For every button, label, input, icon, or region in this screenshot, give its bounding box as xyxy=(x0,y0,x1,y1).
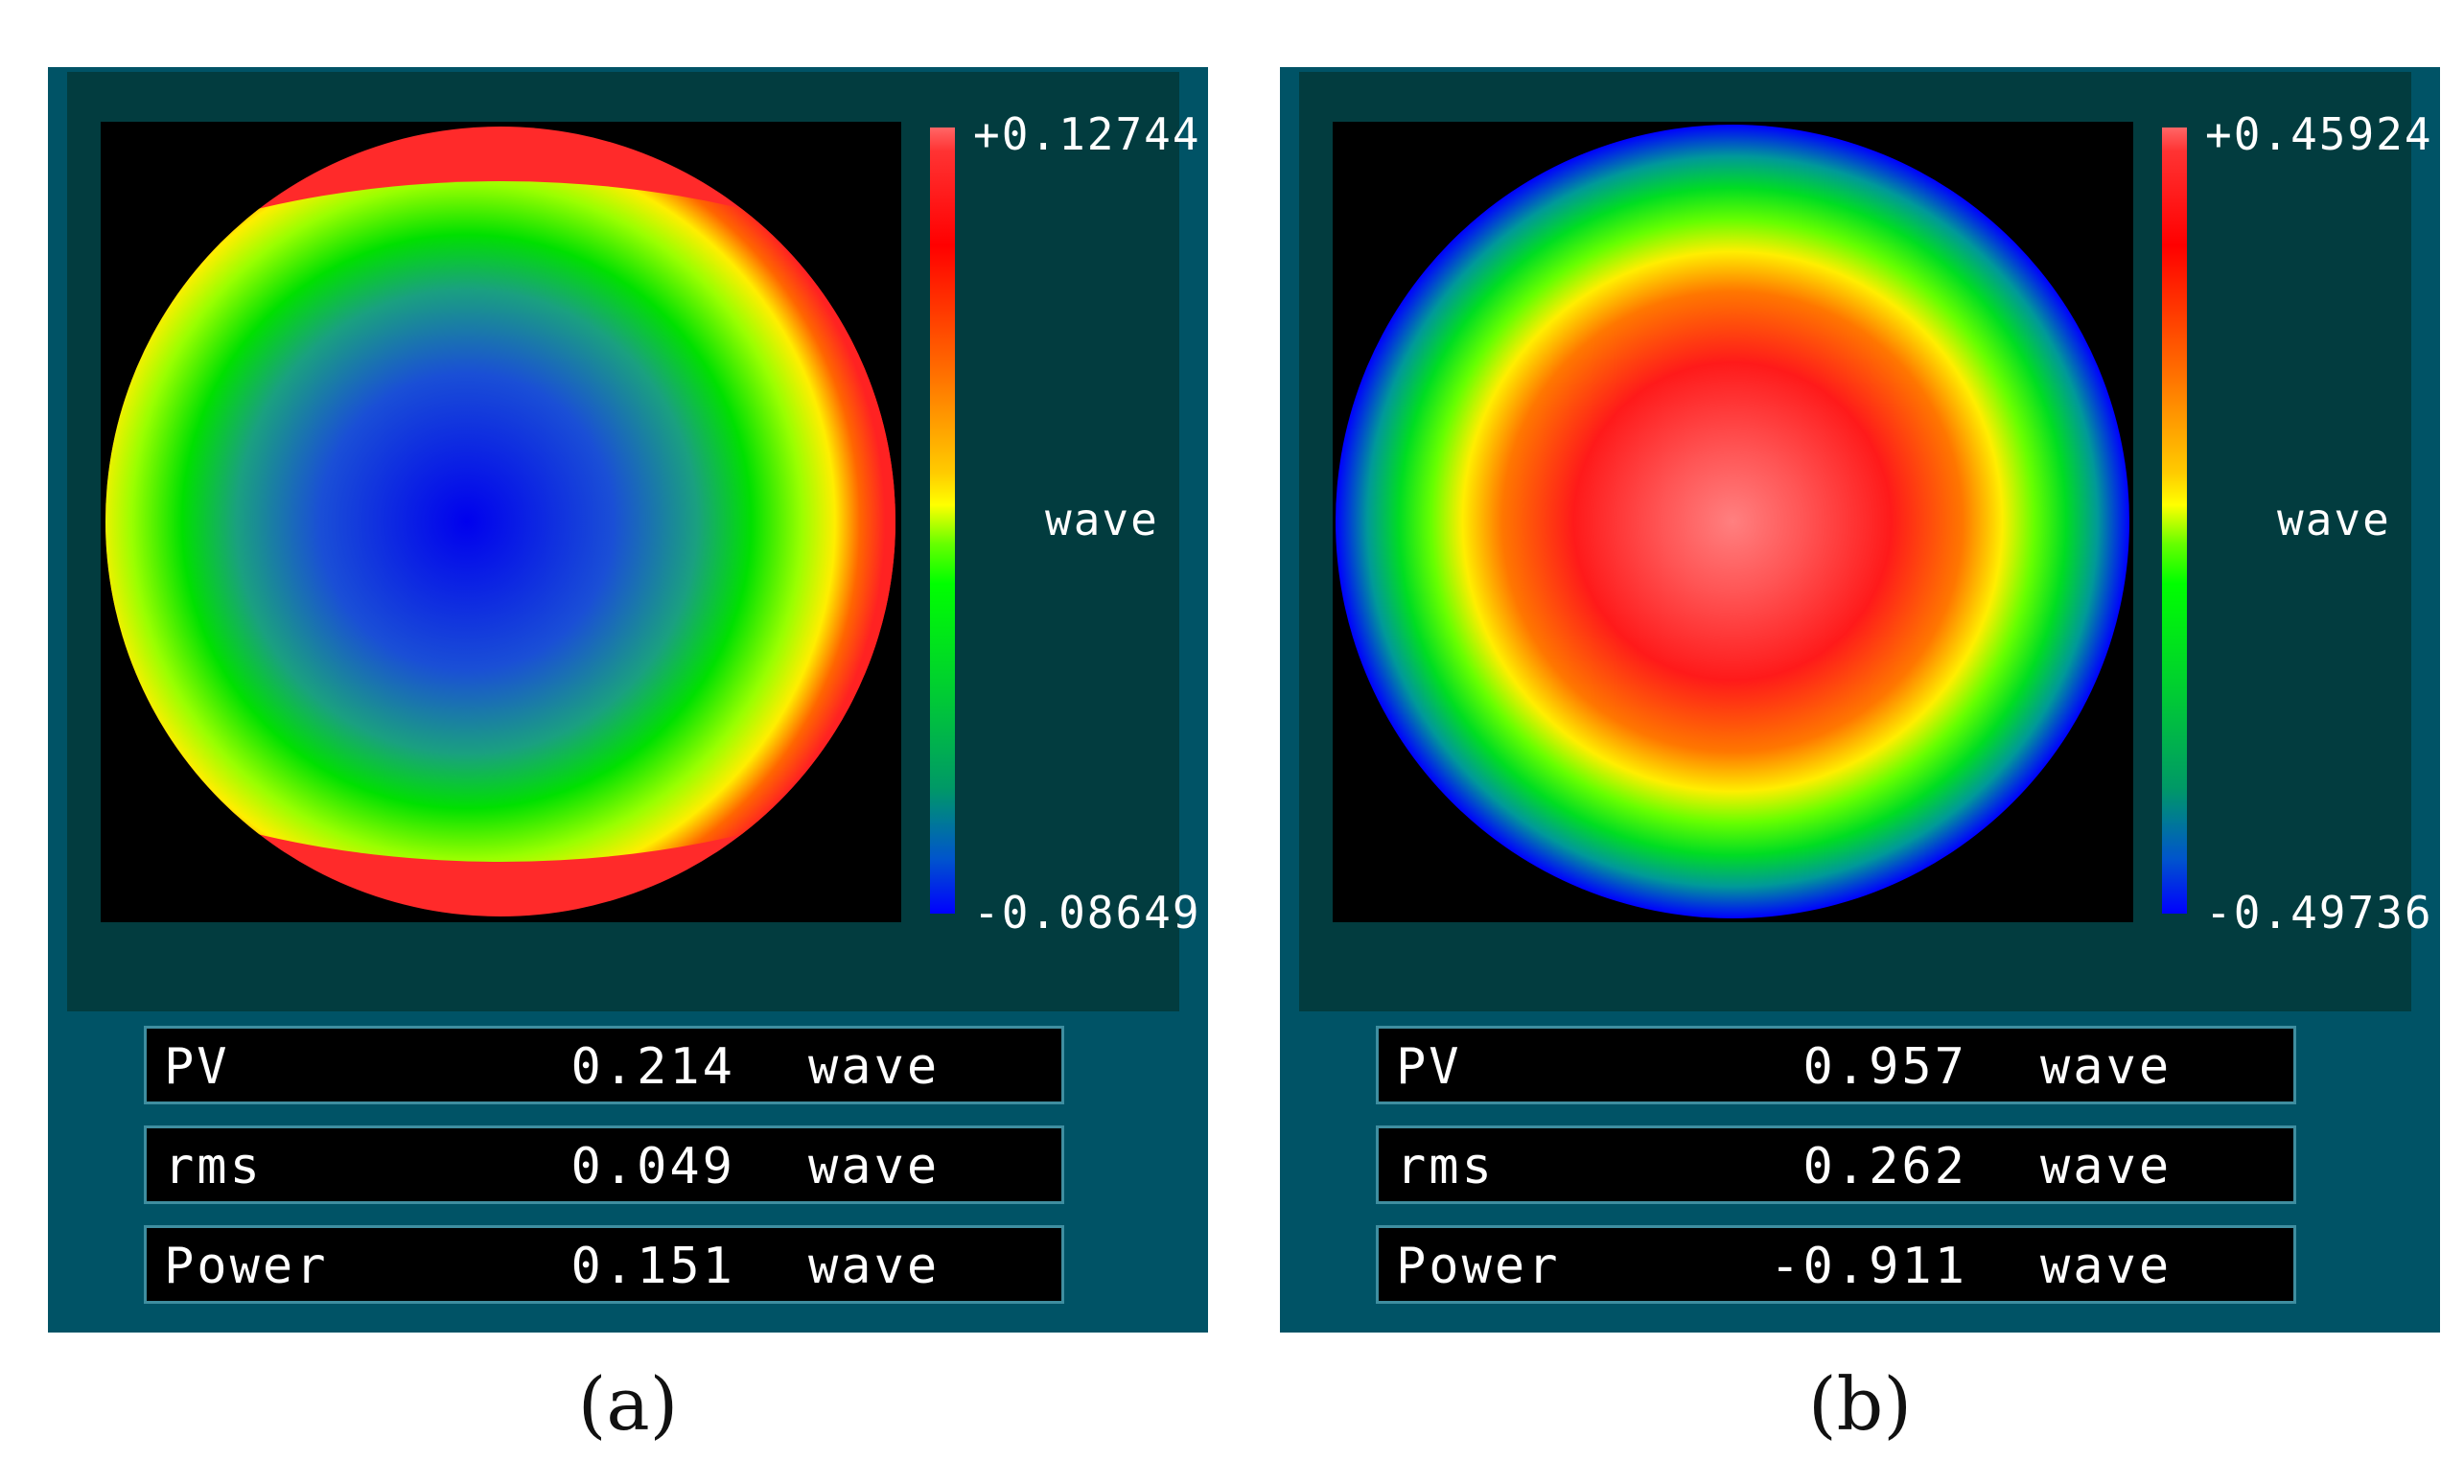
stats-table-b: PV 0.957 wave rms 0.262 wave Power -0.91… xyxy=(1376,1026,2296,1325)
colorbar-a xyxy=(930,128,955,914)
wavefront-map-b xyxy=(1336,125,2129,918)
stat-row-rms: rms 0.262 wave xyxy=(1376,1125,2296,1204)
panel-b: +0.45924 wave -0.49736 PV 0.957 wave rms… xyxy=(1280,67,2440,1333)
colorbar-unit-label: wave xyxy=(1045,494,1159,545)
stat-value: 0.049 xyxy=(570,1138,735,1195)
stat-label: Power xyxy=(1396,1238,1561,1295)
panel-a: +0.12744 wave -0.08649 PV 0.214 wave rms… xyxy=(48,67,1208,1333)
stat-value: 0.957 xyxy=(1802,1038,1967,1096)
surface-map-area: +0.45924 wave -0.49736 xyxy=(1299,72,2431,1011)
colorbar-max-label: +0.12744 xyxy=(973,108,1201,160)
stat-label: rms xyxy=(1396,1138,1495,1195)
colorbar-max-label: +0.45924 xyxy=(2205,108,2433,160)
stat-row-power: Power 0.151 wave xyxy=(144,1225,1064,1304)
colorbar-unit-label: wave xyxy=(2277,494,2391,545)
stat-label: PV xyxy=(164,1038,230,1096)
stat-unit: wave xyxy=(808,1138,941,1195)
stat-unit: wave xyxy=(808,1038,941,1096)
colorbar-min-label: -0.49736 xyxy=(2205,887,2433,939)
stat-row-power: Power -0.911 wave xyxy=(1376,1225,2296,1304)
stat-label: Power xyxy=(164,1238,329,1295)
stat-unit: wave xyxy=(808,1238,941,1295)
stat-value: 0.262 xyxy=(1802,1138,1967,1195)
stat-row-rms: rms 0.049 wave xyxy=(144,1125,1064,1204)
surface-map-a xyxy=(101,122,901,922)
surface-map-b xyxy=(1333,122,2133,922)
stat-unit: wave xyxy=(2040,1138,2173,1195)
caption-b: (b) xyxy=(1808,1361,1912,1447)
stat-row-pv: PV 0.214 wave xyxy=(144,1026,1064,1104)
stat-value: 0.151 xyxy=(570,1238,735,1295)
stat-value: 0.214 xyxy=(570,1038,735,1096)
stat-label: PV xyxy=(1396,1038,1462,1096)
stat-unit: wave xyxy=(2040,1238,2173,1295)
colorbar-b xyxy=(2162,128,2187,914)
stat-row-pv: PV 0.957 wave xyxy=(1376,1026,2296,1104)
wavefront-map-a xyxy=(105,127,895,916)
stat-value: -0.911 xyxy=(1770,1238,1967,1295)
stat-unit: wave xyxy=(2040,1038,2173,1096)
stat-label: rms xyxy=(164,1138,263,1195)
colorbar-min-label: -0.08649 xyxy=(973,887,1201,939)
surface-map-area: +0.12744 wave -0.08649 xyxy=(67,72,1199,1011)
stats-table-a: PV 0.214 wave rms 0.049 wave Power 0.151… xyxy=(144,1026,1064,1325)
caption-a: (a) xyxy=(577,1361,679,1447)
